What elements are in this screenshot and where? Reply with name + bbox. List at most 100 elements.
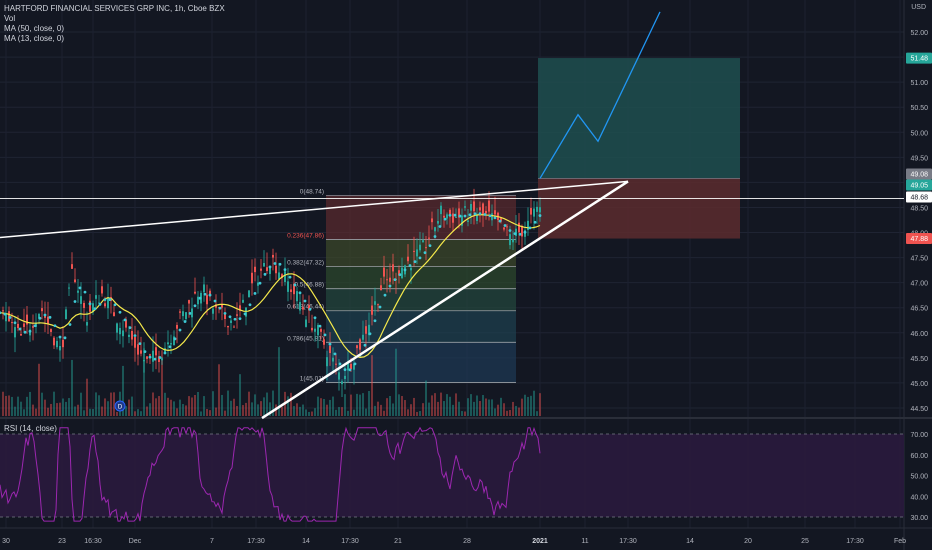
volume-bar — [389, 395, 391, 416]
volume-bar — [539, 393, 541, 416]
volume-bar — [488, 399, 490, 416]
volume-bar — [11, 396, 13, 416]
ma13-dot — [283, 268, 287, 272]
candle-body — [38, 313, 40, 319]
volume-bar — [230, 400, 232, 416]
volume-bar — [62, 398, 64, 416]
ma50-line — [0, 213, 541, 359]
price-tick-label: 50.00 — [910, 130, 928, 137]
volume-bar — [113, 392, 115, 416]
candle-body — [374, 301, 376, 305]
candle-body — [428, 237, 430, 239]
volume-bar — [155, 398, 157, 416]
candle-body — [344, 375, 346, 379]
volume-bar — [161, 350, 163, 416]
candle-body — [293, 283, 295, 295]
volume-bar — [296, 403, 298, 416]
volume-bar — [257, 404, 259, 416]
ma13-dot — [188, 312, 192, 315]
price-tick-label: 49.50 — [910, 155, 928, 162]
volume-bar — [254, 394, 256, 416]
volume-bar — [380, 404, 382, 416]
volume-bar — [38, 363, 40, 416]
candle-body — [299, 302, 301, 311]
ma13-label[interactable]: MA (13, close, 0) — [4, 34, 65, 43]
volume-bar — [320, 398, 322, 416]
volume-bar — [404, 400, 406, 416]
candle-body — [89, 300, 91, 312]
volume-bar — [212, 391, 214, 416]
ma13-dot — [118, 310, 122, 314]
candle-body — [515, 228, 517, 236]
candle-body — [62, 339, 64, 348]
volume-bar — [8, 395, 10, 416]
price-badge — [906, 52, 932, 64]
candle-body — [413, 250, 415, 252]
fib-level-label: 0.5(46.88) — [294, 282, 324, 289]
volume-bar — [467, 398, 469, 416]
price-badge-label: 51.48 — [910, 56, 928, 63]
candle-body — [485, 210, 487, 214]
candle-body — [410, 267, 412, 271]
candle-body — [368, 324, 370, 336]
volume-bar — [515, 405, 517, 416]
volume-bar — [149, 403, 151, 416]
rsi-tick-label: 60.00 — [910, 453, 928, 460]
ma13-dot — [208, 293, 212, 297]
candle-body — [191, 308, 193, 318]
ma13-dot — [68, 323, 72, 326]
candle-body — [275, 265, 277, 274]
volume-bar — [29, 391, 31, 416]
ma13-dot — [538, 214, 542, 217]
candle-body — [56, 340, 58, 348]
candle-body — [278, 272, 280, 280]
candle-body — [161, 358, 163, 361]
volume-bar — [293, 406, 295, 416]
volume-bar — [341, 407, 343, 416]
candle-body — [356, 345, 358, 349]
candle-body — [113, 312, 115, 317]
ma13-dot — [273, 262, 277, 265]
volume-bar — [344, 394, 346, 416]
volume-bar — [311, 411, 313, 416]
ma13-dot — [128, 326, 132, 330]
ma50-label[interactable]: MA (50, close, 0) — [4, 24, 65, 33]
volume-bar — [101, 406, 103, 416]
candle-body — [479, 207, 481, 211]
volume-bar — [452, 404, 454, 416]
candle-body — [398, 270, 400, 276]
price-tick-label: 50.50 — [910, 105, 928, 112]
rsi-label[interactable]: RSI (14, close) — [4, 424, 57, 433]
volume-bar — [299, 406, 301, 416]
ma13-dot — [523, 230, 527, 234]
candle-body — [245, 307, 247, 317]
ma13-dot — [513, 232, 517, 236]
time-tick-label: 11 — [581, 538, 588, 545]
candle-body — [434, 227, 436, 232]
volume-bar — [146, 406, 148, 416]
volume-label[interactable]: Vol — [4, 14, 16, 23]
volume-bar — [425, 380, 427, 416]
candle-body — [527, 220, 529, 230]
volume-bar — [335, 409, 337, 416]
candle-body — [20, 334, 22, 336]
volume-bar — [512, 401, 514, 416]
candle-body — [260, 268, 262, 271]
ma13-dot — [298, 291, 302, 295]
candle-body — [236, 314, 238, 316]
candle-body — [101, 286, 103, 294]
candle-body — [50, 329, 52, 332]
volume-bar — [443, 401, 445, 416]
candle-body — [206, 294, 208, 305]
candle-body — [116, 323, 118, 333]
symbol-title[interactable]: HARTFORD FINANCIAL SERVICES GRP INC, 1h,… — [4, 4, 225, 13]
price-tick-label: 44.50 — [910, 406, 928, 413]
candle-body — [92, 303, 94, 313]
ma13-dot — [63, 336, 67, 340]
price-tick-label: 47.00 — [910, 281, 928, 288]
candle-body — [512, 239, 514, 243]
price-tick-label: 47.50 — [910, 256, 928, 263]
volume-bar — [71, 359, 73, 416]
candle-body — [8, 311, 10, 322]
